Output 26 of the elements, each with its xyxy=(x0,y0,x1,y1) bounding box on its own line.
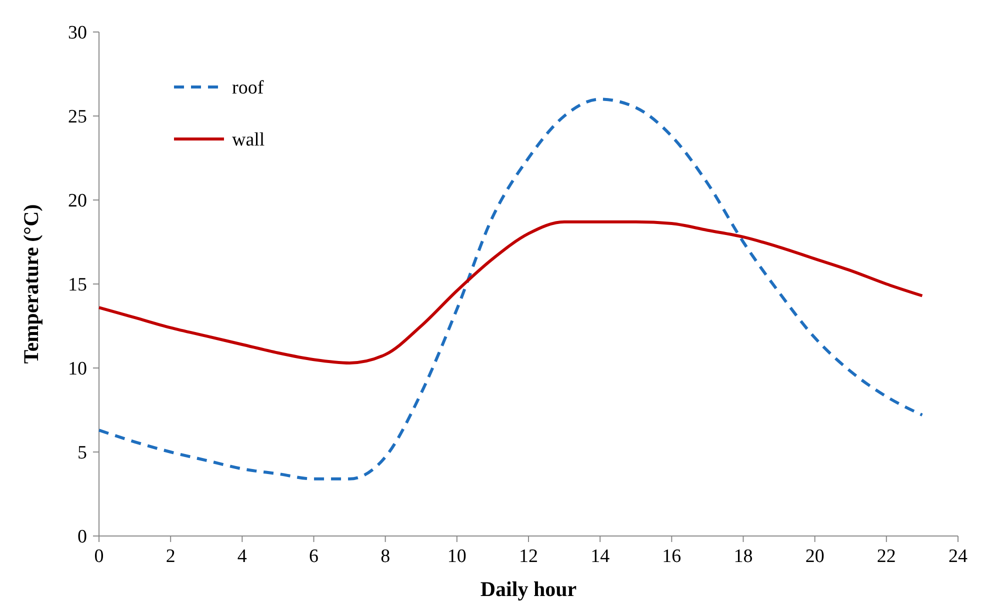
x-tick-label: 24 xyxy=(948,546,968,567)
y-axis-title: Temperature (°C) xyxy=(19,204,43,364)
y-tick-label: 10 xyxy=(68,358,87,380)
y-tick-label: 20 xyxy=(68,190,87,212)
x-tick-label: 6 xyxy=(309,546,318,567)
legend-label: roof xyxy=(232,78,264,99)
x-tick-label: 14 xyxy=(590,546,610,567)
y-tick-label: 30 xyxy=(68,22,87,44)
line-series xyxy=(98,98,924,480)
y-tick-label: 5 xyxy=(78,442,87,464)
line-series xyxy=(98,220,924,364)
y-tick-label: 15 xyxy=(68,274,87,296)
x-tick-label: 0 xyxy=(94,546,104,567)
legend-label: wall xyxy=(232,130,265,151)
x-tick-label: 2 xyxy=(166,546,176,567)
y-tick-label: 25 xyxy=(68,106,87,128)
x-tick-label: 4 xyxy=(237,546,248,567)
x-tick-label: 18 xyxy=(734,546,753,567)
x-tick-label: 8 xyxy=(380,546,390,567)
x-tick-label: 12 xyxy=(519,546,538,567)
y-tick-label: 0 xyxy=(78,526,87,548)
x-tick-label: 20 xyxy=(805,546,824,567)
x-tick-label: 16 xyxy=(662,546,682,567)
x-tick-label: 10 xyxy=(447,546,466,567)
x-axis-title: Daily hour xyxy=(480,577,577,601)
x-tick-label: 22 xyxy=(876,546,896,567)
